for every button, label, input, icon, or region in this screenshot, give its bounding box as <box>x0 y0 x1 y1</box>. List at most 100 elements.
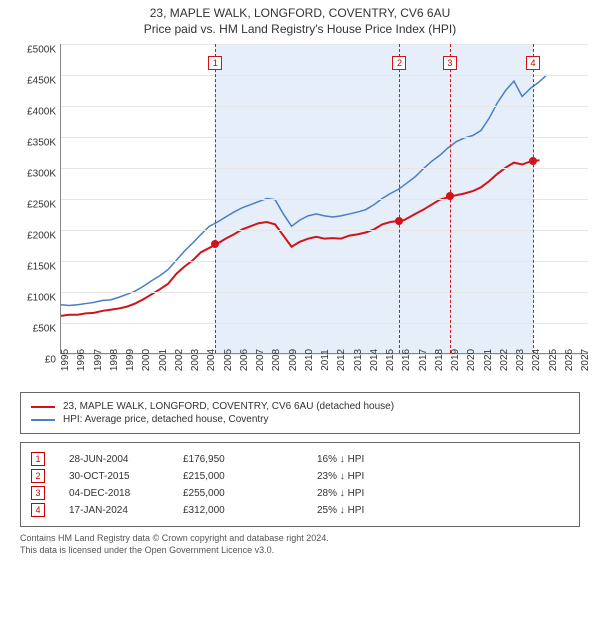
table-diff: 23% ↓ HPI <box>317 471 569 482</box>
x-tick-label: 2014 <box>369 349 380 371</box>
title-area: 23, MAPLE WALK, LONGFORD, COVENTRY, CV6 … <box>0 0 600 36</box>
x-tick-label: 2023 <box>515 349 526 371</box>
y-tick-label: £200K <box>27 231 56 242</box>
y-tick-label: £400K <box>27 107 56 118</box>
table-marker: 3 <box>31 486 45 500</box>
table-price: £312,000 <box>183 505 313 516</box>
legend-swatch <box>31 419 55 421</box>
sale-vline <box>399 44 400 353</box>
x-tick-label: 2008 <box>271 349 282 371</box>
x-tick-label: 2010 <box>304 349 315 371</box>
gridline <box>61 323 588 324</box>
x-tick-label: 2018 <box>434 349 445 371</box>
gridline <box>61 75 588 76</box>
legend-label: 23, MAPLE WALK, LONGFORD, COVENTRY, CV6 … <box>63 401 394 412</box>
x-tick-label: 2009 <box>288 349 299 371</box>
legend-label: HPI: Average price, detached house, Cove… <box>63 414 269 425</box>
x-tick-label: 1995 <box>60 349 71 371</box>
y-tick-label: £0 <box>45 355 56 366</box>
sale-marker-label: 4 <box>526 56 540 70</box>
x-tick-label: 2015 <box>385 349 396 371</box>
x-tick-label: 2004 <box>206 349 217 371</box>
gridline <box>61 168 588 169</box>
x-tick-label: 2002 <box>174 349 185 371</box>
table-date: 04-DEC-2018 <box>49 488 179 499</box>
y-axis: £0£50K£100K£150K£200K£250K£300K£350K£400… <box>12 44 60 354</box>
sale-marker-label: 1 <box>208 56 222 70</box>
x-tick-label: 2000 <box>141 349 152 371</box>
table-row: 2 30-OCT-2015 £215,000 23% ↓ HPI <box>31 469 569 483</box>
x-tick-label: 2001 <box>158 349 169 371</box>
table-diff: 28% ↓ HPI <box>317 488 569 499</box>
footer-line-2: This data is licensed under the Open Gov… <box>20 545 580 557</box>
footer: Contains HM Land Registry data © Crown c… <box>20 533 580 556</box>
table-price: £215,000 <box>183 471 313 482</box>
x-tick-label: 2005 <box>223 349 234 371</box>
x-tick-label: 2020 <box>466 349 477 371</box>
table-row: 3 04-DEC-2018 £255,000 28% ↓ HPI <box>31 486 569 500</box>
gridline <box>61 199 588 200</box>
x-tick-label: 2016 <box>401 349 412 371</box>
y-tick-label: £50K <box>33 324 56 335</box>
sale-marker-label: 3 <box>443 56 457 70</box>
gridline <box>61 261 588 262</box>
chart-subtitle: Price paid vs. HM Land Registry's House … <box>0 22 600 36</box>
y-tick-label: £500K <box>27 45 56 56</box>
chart-title: 23, MAPLE WALK, LONGFORD, COVENTRY, CV6 … <box>0 6 600 20</box>
legend-item: 23, MAPLE WALK, LONGFORD, COVENTRY, CV6 … <box>31 401 569 412</box>
x-tick-label: 1997 <box>93 349 104 371</box>
x-tick-label: 2003 <box>190 349 201 371</box>
sale-marker-label: 2 <box>392 56 406 70</box>
gridline <box>61 292 588 293</box>
x-tick-label: 2025 <box>548 349 559 371</box>
y-tick-label: £250K <box>27 200 56 211</box>
legend: 23, MAPLE WALK, LONGFORD, COVENTRY, CV6 … <box>20 392 580 434</box>
footer-line-1: Contains HM Land Registry data © Crown c… <box>20 533 580 545</box>
table-date: 28-JUN-2004 <box>49 454 179 465</box>
table-row: 4 17-JAN-2024 £312,000 25% ↓ HPI <box>31 503 569 517</box>
sale-vline <box>533 44 534 353</box>
y-tick-label: £150K <box>27 262 56 273</box>
legend-item: HPI: Average price, detached house, Cove… <box>31 414 569 425</box>
x-tick-label: 1996 <box>76 349 87 371</box>
gridline <box>61 44 588 45</box>
table-marker: 4 <box>31 503 45 517</box>
y-tick-label: £100K <box>27 293 56 304</box>
legend-swatch <box>31 406 55 408</box>
x-axis: 1995199619971998199920002001200220032004… <box>60 354 588 384</box>
table-date: 30-OCT-2015 <box>49 471 179 482</box>
table-marker: 1 <box>31 452 45 466</box>
x-tick-label: 2019 <box>450 349 461 371</box>
table-diff: 16% ↓ HPI <box>317 454 569 465</box>
x-tick-label: 2006 <box>239 349 250 371</box>
gridline <box>61 106 588 107</box>
table-price: £176,950 <box>183 454 313 465</box>
x-tick-label: 2011 <box>320 349 331 371</box>
x-tick-label: 2007 <box>255 349 266 371</box>
gridline <box>61 230 588 231</box>
x-tick-label: 2013 <box>353 349 364 371</box>
table-diff: 25% ↓ HPI <box>317 505 569 516</box>
x-tick-label: 2022 <box>499 349 510 371</box>
sale-point-dot <box>211 240 219 248</box>
plot-area: 1 2 3 4 <box>60 44 588 354</box>
gridline <box>61 137 588 138</box>
x-tick-label: 2026 <box>564 349 575 371</box>
sale-point-dot <box>395 217 403 225</box>
sales-table: 1 28-JUN-2004 £176,950 16% ↓ HPI 2 30-OCT-201… <box>20 442 580 527</box>
table-date: 17-JAN-2024 <box>49 505 179 516</box>
sale-point-dot <box>529 157 537 165</box>
y-tick-label: £450K <box>27 76 56 87</box>
x-tick-label: 2012 <box>336 349 347 371</box>
table-marker: 2 <box>31 469 45 483</box>
x-tick-label: 1998 <box>109 349 120 371</box>
sale-vline <box>215 44 216 353</box>
table-price: £255,000 <box>183 488 313 499</box>
sale-point-dot <box>446 192 454 200</box>
chart-area: £0£50K£100K£150K£200K£250K£300K£350K£400… <box>12 44 588 354</box>
x-tick-label: 2027 <box>580 349 591 371</box>
y-tick-label: £300K <box>27 169 56 180</box>
x-tick-label: 2017 <box>418 349 429 371</box>
table-row: 1 28-JUN-2004 £176,950 16% ↓ HPI <box>31 452 569 466</box>
x-tick-label: 2021 <box>483 349 494 371</box>
